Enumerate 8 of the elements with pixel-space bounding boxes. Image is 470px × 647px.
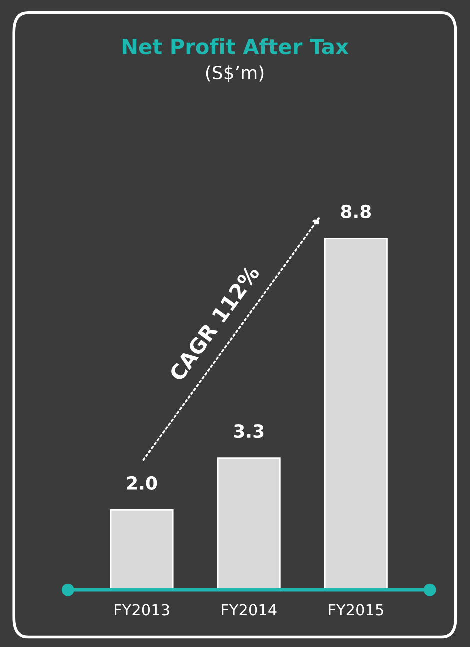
x-tick-label: FY2013 — [115, 604, 170, 616]
chart-subtitle: (S$’m) — [206, 66, 264, 82]
data-label: 8.8 — [341, 204, 372, 219]
data-label: 2.0 — [127, 476, 158, 490]
x-tick-label: FY2015 — [329, 604, 384, 616]
x-tick-label: FY2014 — [222, 604, 277, 616]
chart-title: Net Profit After Tax — [122, 38, 349, 55]
data-label: 3.3 — [234, 424, 264, 438]
